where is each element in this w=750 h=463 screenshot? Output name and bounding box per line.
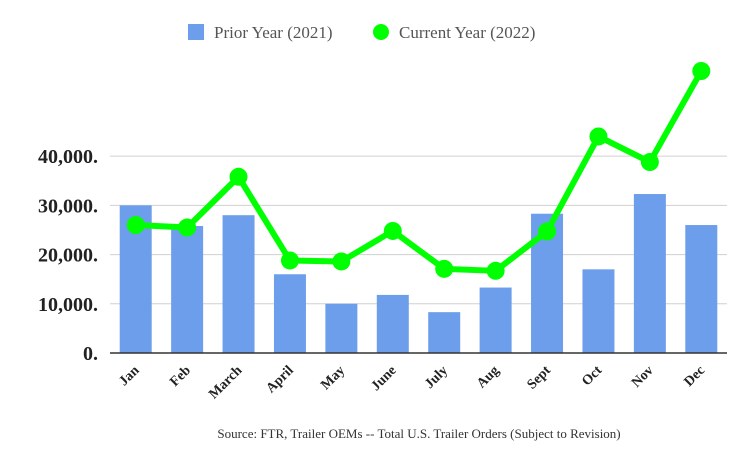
point-current-year-march bbox=[229, 167, 248, 186]
line-current-year bbox=[132, 68, 705, 274]
point-current-year-june bbox=[383, 221, 402, 240]
x-axis-labels: Jan Feb March April May June July Aug Sept Oct Nov… bbox=[117, 363, 709, 402]
bar-series bbox=[119, 194, 718, 353]
x-tick-label: Feb bbox=[167, 363, 194, 390]
x-tick-label: Aug bbox=[474, 363, 502, 391]
legend-label-prior-year: Prior Year (2021) bbox=[214, 23, 333, 42]
point-current-year-jan bbox=[126, 216, 145, 235]
line-series bbox=[126, 62, 711, 280]
bar-prior-year-dec bbox=[685, 225, 718, 353]
x-tick-label: April bbox=[264, 363, 297, 396]
x-tick-label: Sept bbox=[525, 363, 555, 393]
x-tick-label: Dec bbox=[682, 363, 709, 390]
bar-prior-year-nov bbox=[633, 194, 666, 353]
source-note: Source: FTR, Trailer OEMs -- Total U.S. … bbox=[217, 426, 620, 441]
bar-prior-year-oct bbox=[582, 269, 615, 353]
x-tick-label: Oct bbox=[579, 363, 605, 389]
x-tick-label: May bbox=[318, 363, 348, 393]
bar-prior-year-july bbox=[428, 312, 461, 353]
legend-marker-current-year bbox=[373, 24, 389, 40]
legend-swatch-prior-year bbox=[188, 24, 204, 40]
y-tick-label: 40,000. bbox=[38, 146, 98, 168]
point-current-year-april bbox=[280, 251, 299, 270]
point-current-year-oct bbox=[589, 127, 608, 146]
x-tick-label: March bbox=[206, 363, 245, 402]
bar-prior-year-june bbox=[376, 294, 409, 353]
x-tick-label: Jan bbox=[117, 363, 143, 389]
x-tick-label: June bbox=[369, 363, 400, 394]
bar-prior-year-feb bbox=[171, 226, 204, 353]
point-current-year-dec bbox=[692, 62, 711, 80]
x-tick-label: Nov bbox=[629, 363, 657, 391]
point-current-year-nov bbox=[640, 153, 659, 172]
legend-label-current-year: Current Year (2022) bbox=[399, 23, 535, 42]
point-current-year-july bbox=[435, 259, 454, 278]
bar-prior-year-may bbox=[325, 303, 358, 353]
y-tick-label: 30,000. bbox=[38, 195, 98, 217]
point-current-year-feb bbox=[178, 218, 197, 237]
y-axis-labels: 0. 10,000. 20,000. 30,000. 40,000. bbox=[38, 146, 98, 365]
bar-prior-year-aug bbox=[479, 287, 512, 353]
bar-prior-year-march bbox=[222, 215, 255, 353]
x-tick-label: July bbox=[422, 363, 451, 392]
y-tick-label: 20,000. bbox=[38, 245, 98, 267]
point-current-year-sept bbox=[538, 222, 557, 241]
y-tick-label: 10,000. bbox=[38, 294, 98, 316]
y-tick-label: 0. bbox=[83, 343, 98, 365]
point-current-year-aug bbox=[486, 261, 505, 280]
legend: Prior Year (2021) Current Year (2022) bbox=[188, 23, 535, 42]
bar-prior-year-april bbox=[273, 274, 306, 353]
point-current-year-may bbox=[332, 252, 351, 271]
